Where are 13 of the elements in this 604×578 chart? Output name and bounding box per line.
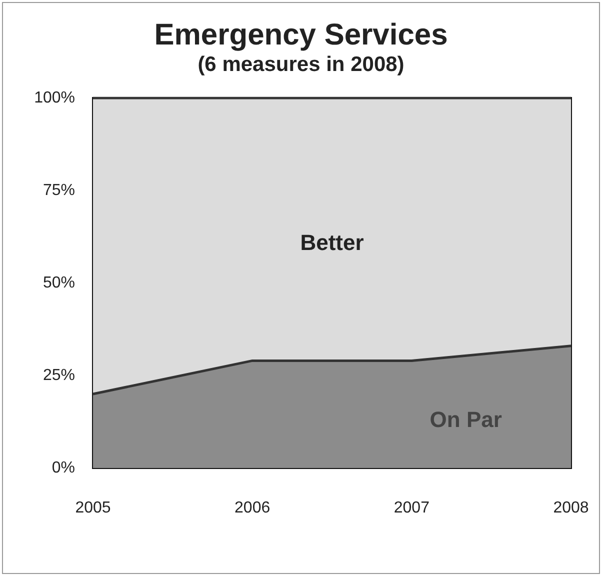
y-tick-label: 75% (42, 182, 75, 199)
x-tick-label: 2008 (553, 500, 589, 516)
chart-title: Emergency Services (154, 18, 448, 52)
x-tick-label: 2005 (75, 500, 111, 516)
x-tick-label: 2007 (394, 500, 430, 516)
series-label: Better (300, 230, 364, 255)
x-tick-label: 2006 (234, 500, 270, 516)
y-tick-label: 50% (42, 274, 75, 292)
chart-subtitle: (6 measures in 2008) (198, 53, 404, 76)
y-tick-label: 0% (52, 460, 75, 476)
y-tick-label: 100% (34, 90, 75, 106)
series-label: On Par (430, 407, 502, 432)
y-tick-label: 25% (42, 367, 75, 384)
